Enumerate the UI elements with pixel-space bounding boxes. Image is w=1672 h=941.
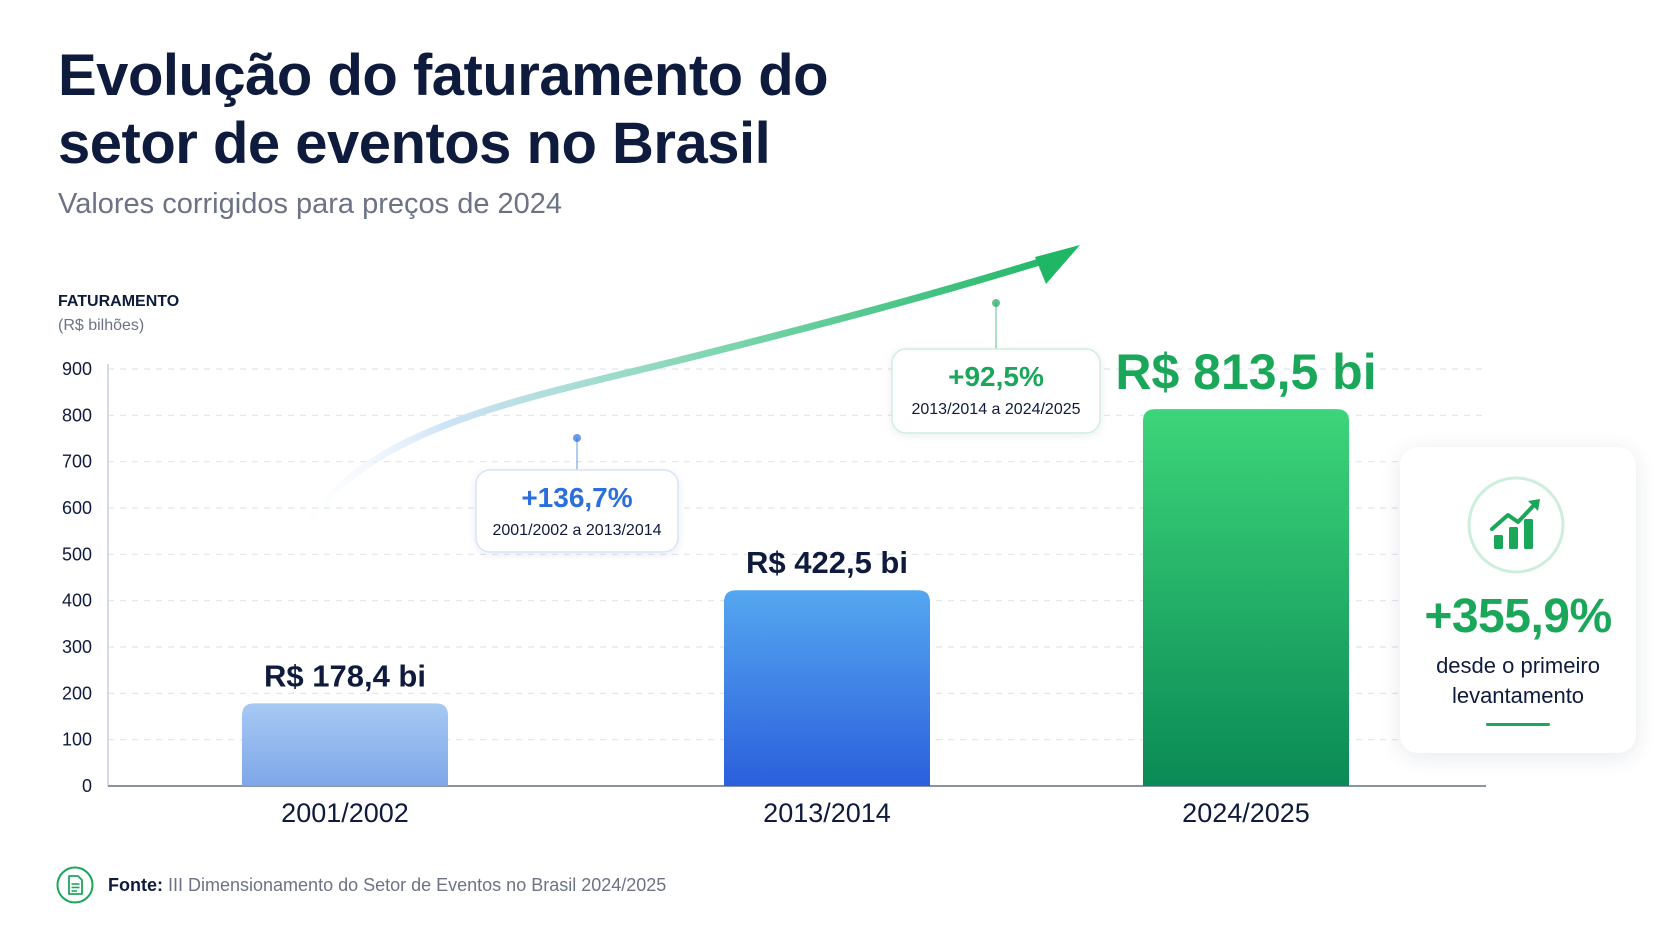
source-note: Fonte: III Dimensionamento do Setor de E… [56,866,666,904]
bar-2013-2014 [724,590,930,786]
annotation-dot [573,434,581,442]
title-line-1: Evolução do faturamento do [58,43,829,108]
growth-arrow-head [1035,245,1080,284]
y-tick-label: 600 [62,498,92,518]
bar-value-label: R$ 422,5 bi [746,545,908,580]
y-tick-label: 700 [62,452,92,472]
page-title: Evolução do faturamento do setor de even… [58,42,829,178]
y-tick-label: 300 [62,637,92,657]
annotation-range: 2013/2014 a 2024/2025 [911,401,1080,418]
summary-card: +355,9% desde o primeiro levantamento [1400,447,1636,753]
x-tick-label: 2024/2025 [1182,798,1310,828]
x-tick-label: 2001/2002 [281,798,409,828]
summary-underline [1486,723,1550,726]
source-label: Fonte: [108,874,163,895]
source-text: Fonte: III Dimensionamento do Setor de E… [108,875,666,896]
bar-2024-2025 [1143,409,1349,786]
bar-2001-2002 [242,703,448,786]
annotation-percent: +136,7% [521,482,632,513]
bar-value-label: R$ 813,5 bi [1115,344,1376,400]
y-tick-label: 800 [62,405,92,425]
bar-value-label: R$ 178,4 bi [264,658,426,693]
x-tick-label: 2013/2014 [763,798,891,828]
summary-growth-value: +355,9% [1424,590,1612,643]
y-tick-label: 400 [62,591,92,611]
annotation-dot [992,299,1000,307]
summary-description: desde o primeiro levantamento [1436,653,1600,708]
annotation-card [891,348,1101,434]
y-tick-label: 0 [82,776,92,796]
document-icon [56,866,94,904]
y-tick-label: 100 [62,730,92,750]
title-line-2: setor de eventos no Brasil [58,111,771,176]
y-axis-title: FATURAMENTO [58,293,179,310]
y-tick-label: 900 [62,359,92,379]
annotation-card [475,469,679,553]
annotation-range: 2001/2002 a 2013/2014 [492,522,661,539]
source-reference: III Dimensionamento do Setor de Eventos … [168,874,667,895]
annotation-percent: +92,5% [948,361,1044,392]
y-tick-label: 200 [62,683,92,703]
page-subtitle: Valores corrigidos para preços de 2024 [58,188,563,220]
y-axis-unit: (R$ bilhões) [58,317,144,334]
growth-chart-icon [1467,476,1565,574]
y-tick-label: 500 [62,544,92,564]
growth-arrow-line [286,251,1066,560]
